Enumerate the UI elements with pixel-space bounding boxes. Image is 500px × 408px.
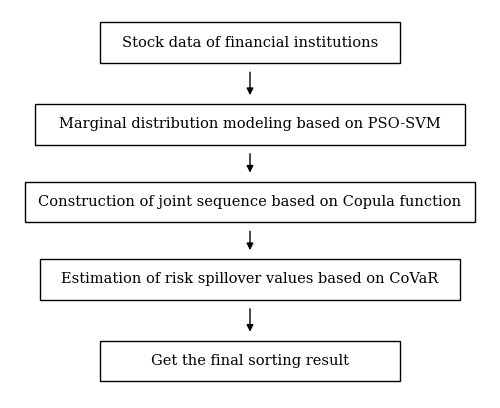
FancyBboxPatch shape <box>100 22 400 63</box>
Text: Estimation of risk spillover values based on CoVaR: Estimation of risk spillover values base… <box>62 273 438 286</box>
FancyBboxPatch shape <box>25 182 475 222</box>
Text: Get the final sorting result: Get the final sorting result <box>151 354 349 368</box>
FancyBboxPatch shape <box>40 259 460 300</box>
Text: Marginal distribution modeling based on PSO-SVM: Marginal distribution modeling based on … <box>59 118 441 131</box>
Text: Stock data of financial institutions: Stock data of financial institutions <box>122 36 378 50</box>
Text: Construction of joint sequence based on Copula function: Construction of joint sequence based on … <box>38 195 462 209</box>
FancyBboxPatch shape <box>100 341 400 381</box>
FancyBboxPatch shape <box>35 104 465 145</box>
